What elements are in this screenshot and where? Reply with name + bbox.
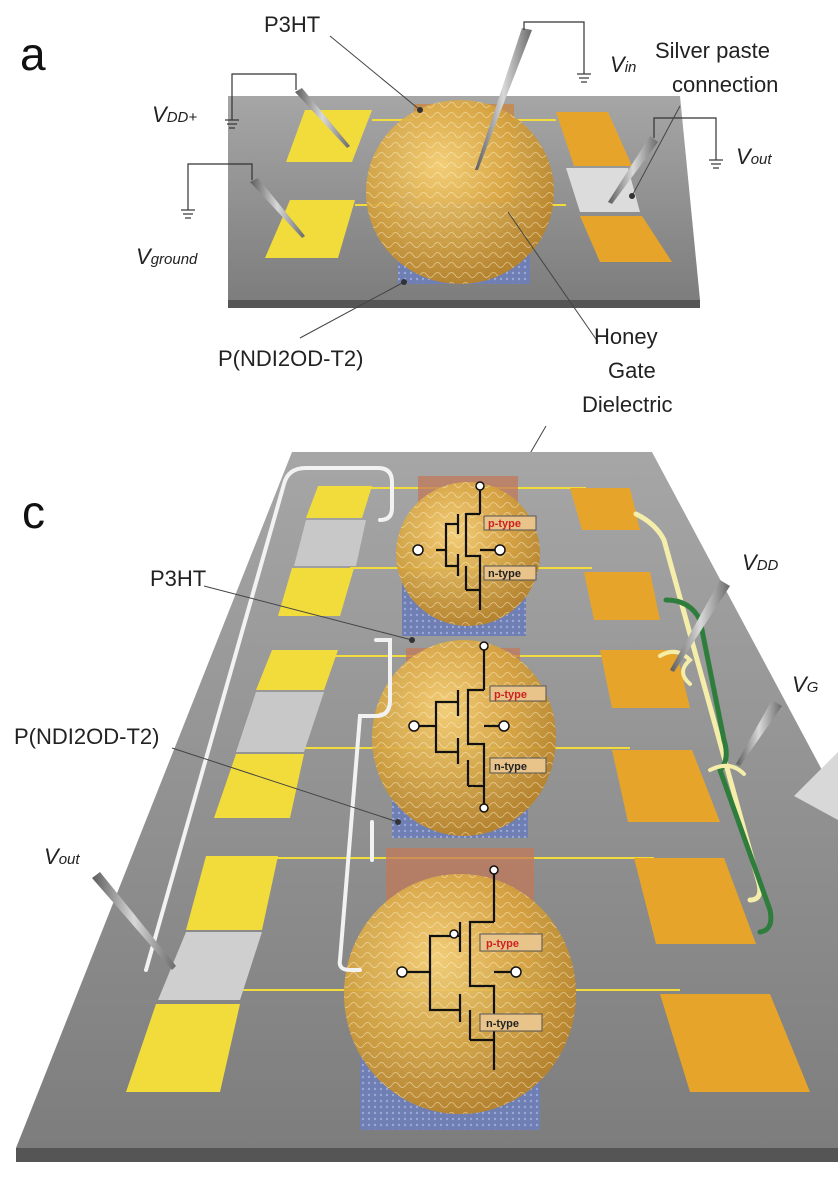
vg-main-c: V — [792, 672, 809, 697]
label-p3ht-a: P3HT — [264, 12, 320, 37]
label-vout-a: Vout — [736, 144, 772, 169]
leaders-c — [171, 585, 413, 823]
panel-a: a — [20, 12, 778, 489]
label-vdd-plus: VDD+ — [152, 102, 197, 127]
label-honey-2: Gate — [608, 358, 656, 383]
vground-main: V — [136, 244, 153, 269]
right-wires — [633, 511, 774, 935]
vout-main-c: V — [44, 844, 61, 869]
label-vdd-c: VDD — [742, 550, 779, 575]
probes-c — [92, 580, 782, 970]
honey-texture-a — [366, 100, 554, 284]
substrate-c-edge — [16, 1148, 838, 1162]
shadow-c — [794, 752, 838, 820]
vout-main-a: V — [736, 144, 753, 169]
substrate-a-edge — [228, 300, 700, 308]
n-type-label-1: n-type — [488, 568, 521, 580]
vdd-main: V — [152, 102, 169, 127]
label-pndi-c: P(NDI2OD-T2) — [14, 724, 159, 749]
vdd-sub-c: DD — [757, 557, 779, 574]
panel-c: c — [14, 452, 838, 1162]
label-silver-1: Silver paste — [655, 38, 770, 63]
wires-a — [181, 21, 723, 219]
n-type-label-2: n-type — [494, 761, 527, 773]
right-electrodes-c — [570, 488, 810, 1092]
label-honey-1: Honey — [594, 324, 658, 349]
type-labels: p-type n-type p-type n-type p-type n-typ… — [479, 515, 547, 1032]
p-type-label-1: p-type — [488, 518, 521, 530]
label-honey-3: Dielectric — [582, 392, 672, 417]
p-type-label-3: p-type — [486, 938, 519, 950]
label-pndi-a: P(NDI2OD-T2) — [218, 346, 363, 371]
vout-sub-a: out — [751, 151, 773, 168]
schematic-2-nodes — [408, 641, 510, 813]
p-type-label-2: p-type — [494, 689, 527, 701]
n-type-label-3: n-type — [486, 1018, 519, 1030]
left-electrodes-c — [126, 486, 372, 1092]
panel-a-letter: a — [20, 28, 46, 80]
vg-sub-c: G — [807, 679, 819, 696]
label-vin: Vin — [610, 52, 636, 77]
schematic-3-nodes — [396, 865, 522, 978]
schematic-2 — [414, 646, 504, 808]
white-wires — [144, 466, 394, 972]
vout-sub-c: out — [59, 851, 81, 868]
vdd-main-c: V — [742, 550, 759, 575]
panel-c-letter: c — [22, 486, 45, 538]
label-vground: Vground — [136, 244, 198, 269]
schematic-1-nodes — [412, 481, 506, 556]
label-silver-2: connection — [672, 72, 778, 97]
vdd-sub: DD+ — [167, 109, 198, 126]
label-p3ht-c: P3HT — [150, 566, 206, 591]
vin-main: V — [610, 52, 627, 77]
probes-a — [250, 28, 658, 238]
label-vg-c: VG — [792, 672, 819, 697]
vin-sub: in — [625, 59, 637, 76]
label-vout-c: Vout — [44, 844, 80, 869]
vground-sub: ground — [151, 251, 198, 268]
leaders-a — [299, 35, 681, 343]
